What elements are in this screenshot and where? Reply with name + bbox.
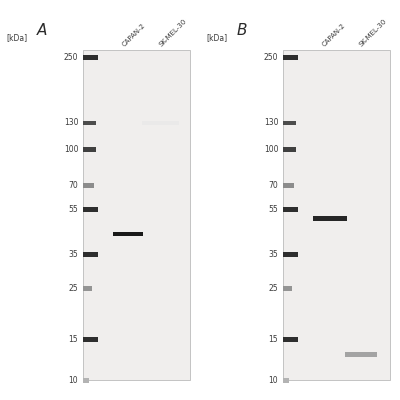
Bar [283,286,292,291]
Text: 70: 70 [68,181,78,190]
Text: 25: 25 [269,284,278,293]
Text: 55: 55 [268,205,278,214]
Text: 70: 70 [268,181,278,190]
Bar [83,147,96,152]
Bar [83,120,96,125]
Bar [113,232,143,236]
Text: SK-MEL-30: SK-MEL-30 [358,18,388,48]
Text: [kDa]: [kDa] [6,33,27,42]
Text: 15: 15 [269,335,278,344]
Bar [283,50,390,380]
Bar [345,352,377,357]
Bar [83,55,98,60]
Text: SK-MEL-30: SK-MEL-30 [158,18,188,48]
Bar [283,337,298,342]
Bar [283,378,289,383]
Text: 35: 35 [68,250,78,259]
Text: 250: 250 [64,53,78,62]
Bar [83,50,190,380]
Bar [83,378,89,383]
Text: 130: 130 [64,118,78,128]
Bar [83,252,98,257]
Text: CAPAN-2: CAPAN-2 [322,22,347,48]
Text: B: B [236,23,247,38]
Text: 15: 15 [69,335,78,344]
Text: A: A [36,23,47,38]
Bar [83,286,92,291]
Text: 10: 10 [69,376,78,385]
Text: 55: 55 [68,205,78,214]
Bar [83,183,94,188]
Text: 35: 35 [268,250,278,259]
Bar [313,216,347,221]
Bar [83,207,98,212]
Bar [283,183,294,188]
Text: 100: 100 [264,145,278,154]
Text: 10: 10 [269,376,278,385]
Text: [kDa]: [kDa] [206,33,227,42]
Text: 25: 25 [69,284,78,293]
Text: 100: 100 [64,145,78,154]
Bar [283,120,296,125]
Bar [283,207,298,212]
Bar [283,55,298,60]
Bar [83,337,98,342]
Text: 130: 130 [264,118,278,128]
Text: CAPAN-2: CAPAN-2 [122,22,147,48]
Bar [142,120,180,125]
Text: 250: 250 [264,53,278,62]
Bar [283,147,296,152]
Bar [283,252,298,257]
